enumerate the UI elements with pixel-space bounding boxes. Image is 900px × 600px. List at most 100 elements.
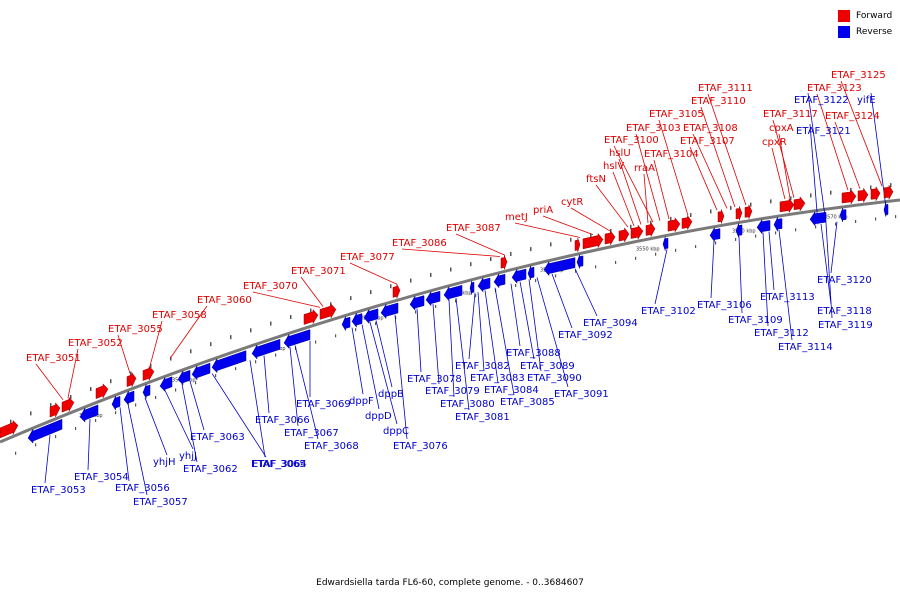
- reverse-gene-arrow[interactable]: [142, 384, 151, 399]
- forward-gene-arrow[interactable]: [717, 209, 725, 224]
- forward-gene-arrow[interactable]: [744, 204, 753, 219]
- reverse-gene-arrow[interactable]: [773, 217, 783, 233]
- gene-label-etaf_3064[interactable]: ETAF_3064: [252, 459, 307, 470]
- reverse-gene-arrow[interactable]: [543, 257, 576, 277]
- gene-label-etaf_3082[interactable]: ETAF_3082: [455, 361, 510, 372]
- forward-gene-arrow[interactable]: [49, 402, 61, 418]
- reverse-gene-arrow[interactable]: [477, 276, 491, 293]
- reverse-gene-arrow[interactable]: [177, 369, 191, 386]
- gene-label-etaf_3078[interactable]: ETAF_3078: [407, 374, 462, 385]
- gene-label-etaf_3122[interactable]: ETAF_3122: [794, 95, 849, 106]
- reverse-gene-arrow[interactable]: [735, 223, 743, 238]
- gene-label-etaf_3106[interactable]: ETAF_3106: [697, 300, 752, 311]
- forward-gene-arrow[interactable]: [142, 365, 155, 382]
- forward-gene-arrow[interactable]: [645, 221, 656, 237]
- reverse-gene-arrow[interactable]: [576, 254, 584, 269]
- gene-label-etaf_3091[interactable]: ETAF_3091: [554, 389, 609, 400]
- gene-label-etaf_3090[interactable]: ETAF_3090: [527, 373, 582, 384]
- gene-label-etaf_3085[interactable]: ETAF_3085: [500, 397, 555, 408]
- forward-gene-arrow[interactable]: [604, 230, 616, 246]
- gene-label-etaf_3084[interactable]: ETAF_3084: [484, 385, 539, 396]
- gene-label-yhjj[interactable]: yhjJ: [179, 451, 197, 462]
- forward-gene-arrow[interactable]: [303, 308, 319, 325]
- forward-gene-arrow[interactable]: [735, 206, 743, 221]
- gene-label-cytr[interactable]: cytR: [561, 197, 583, 208]
- forward-gene-arrow[interactable]: [681, 214, 693, 231]
- gene-label-etaf_3065[interactable]: ETAF_3065: [251, 459, 306, 470]
- gene-label-etaf_3057[interactable]: ETAF_3057: [133, 497, 188, 508]
- forward-gene-arrow[interactable]: [126, 371, 137, 388]
- gene-label-etaf_3054[interactable]: ETAF_3054: [74, 472, 129, 483]
- reverse-gene-arrow[interactable]: [251, 338, 281, 360]
- gene-label-hslv[interactable]: hslV: [603, 161, 624, 172]
- gene-label-metj[interactable]: metJ: [505, 212, 528, 223]
- reverse-gene-arrow[interactable]: [283, 329, 311, 349]
- forward-gene-arrow[interactable]: [857, 187, 869, 204]
- forward-gene-arrow[interactable]: [841, 189, 857, 205]
- forward-gene-arrow[interactable]: [630, 224, 644, 241]
- reverse-gene-arrow[interactable]: [79, 404, 99, 423]
- gene-label-etaf_3124[interactable]: ETAF_3124: [825, 111, 880, 122]
- gene-label-etaf_3052[interactable]: ETAF_3052: [68, 338, 123, 349]
- reverse-gene-arrow[interactable]: [443, 284, 463, 302]
- reverse-gene-arrow[interactable]: [380, 302, 399, 320]
- gene-label-etaf_3060[interactable]: ETAF_3060: [197, 295, 252, 306]
- gene-label-etaf_3100[interactable]: ETAF_3100: [604, 135, 659, 146]
- reverse-gene-arrow[interactable]: [425, 290, 441, 307]
- reverse-gene-arrow[interactable]: [123, 390, 135, 406]
- gene-label-etaf_3089[interactable]: ETAF_3089: [520, 361, 575, 372]
- reverse-gene-arrow[interactable]: [409, 295, 425, 311]
- reverse-gene-arrow[interactable]: [511, 268, 527, 284]
- gene-label-etaf_3112[interactable]: ETAF_3112: [754, 328, 809, 339]
- forward-gene-arrow[interactable]: [319, 303, 337, 320]
- gene-label-etaf_3087[interactable]: ETAF_3087: [446, 223, 501, 234]
- gene-label-yhjh[interactable]: yhjH: [153, 457, 176, 468]
- gene-label-dppc[interactable]: dppC: [383, 426, 409, 437]
- reverse-gene-arrow[interactable]: [159, 376, 173, 392]
- gene-label-ftsn[interactable]: ftsN: [586, 174, 606, 185]
- gene-label-etaf_3080[interactable]: ETAF_3080: [440, 399, 495, 410]
- reverse-gene-arrow[interactable]: [709, 226, 721, 243]
- reverse-gene-arrow[interactable]: [493, 272, 506, 289]
- gene-label-dppf[interactable]: dppF: [349, 396, 374, 407]
- gene-label-etaf_3055[interactable]: ETAF_3055: [108, 324, 163, 335]
- gene-label-etaf_3102[interactable]: ETAF_3102: [641, 306, 696, 317]
- forward-gene-arrow[interactable]: [95, 383, 109, 400]
- gene-label-etaf_3079[interactable]: ETAF_3079: [425, 386, 480, 397]
- gene-label-etaf_3063[interactable]: ETAF_3063: [190, 432, 245, 443]
- forward-gene-arrow[interactable]: [392, 284, 401, 299]
- gene-label-etaf_3086[interactable]: ETAF_3086: [392, 238, 447, 249]
- reverse-gene-arrow[interactable]: [527, 265, 535, 281]
- forward-gene-arrow[interactable]: [667, 217, 681, 233]
- forward-gene-arrow[interactable]: [500, 255, 508, 270]
- gene-label-etaf_3117[interactable]: ETAF_3117: [763, 109, 818, 120]
- reverse-gene-arrow[interactable]: [111, 395, 121, 411]
- gene-label-etaf_3056[interactable]: ETAF_3056: [115, 483, 170, 494]
- forward-gene-arrow[interactable]: [870, 185, 881, 201]
- forward-gene-arrow[interactable]: [574, 237, 581, 253]
- reverse-gene-arrow[interactable]: [469, 280, 475, 295]
- reverse-gene-arrow[interactable]: [27, 418, 63, 444]
- gene-label-etaf_3088[interactable]: ETAF_3088: [506, 348, 561, 359]
- gene-label-etaf_3071[interactable]: ETAF_3071: [291, 266, 346, 277]
- gene-label-etaf_3104[interactable]: ETAF_3104: [644, 149, 699, 160]
- gene-label-etaf_3110[interactable]: ETAF_3110: [691, 96, 746, 107]
- gene-label-dppd[interactable]: dppD: [365, 411, 392, 422]
- gene-label-etaf_3105[interactable]: ETAF_3105: [649, 109, 704, 120]
- gene-label-etaf_3058[interactable]: ETAF_3058: [152, 310, 207, 321]
- gene-label-etaf_3062[interactable]: ETAF_3062: [183, 464, 238, 475]
- gene-label-etaf_3120[interactable]: ETAF_3120: [817, 275, 872, 286]
- gene-label-etaf_3068[interactable]: ETAF_3068: [304, 441, 359, 452]
- gene-label-etaf_3108[interactable]: ETAF_3108: [683, 123, 738, 134]
- gene-label-etaf_3123[interactable]: ETAF_3123: [807, 83, 862, 94]
- forward-gene-arrow[interactable]: [582, 232, 604, 250]
- gene-label-etaf_3119[interactable]: ETAF_3119: [818, 320, 873, 331]
- gene-label-etaf_3118[interactable]: ETAF_3118: [817, 306, 872, 317]
- gene-label-etaf_3094[interactable]: ETAF_3094: [583, 318, 638, 329]
- gene-label-hslu[interactable]: hslU: [609, 148, 631, 159]
- gene-label-etaf_3113[interactable]: ETAF_3113: [760, 292, 815, 303]
- gene-label-etaf_3114[interactable]: ETAF_3114: [778, 342, 833, 353]
- forward-gene-arrow[interactable]: [883, 184, 894, 200]
- reverse-gene-arrow[interactable]: [341, 316, 351, 332]
- gene-label-etaf_3066[interactable]: ETAF_3066: [255, 415, 310, 426]
